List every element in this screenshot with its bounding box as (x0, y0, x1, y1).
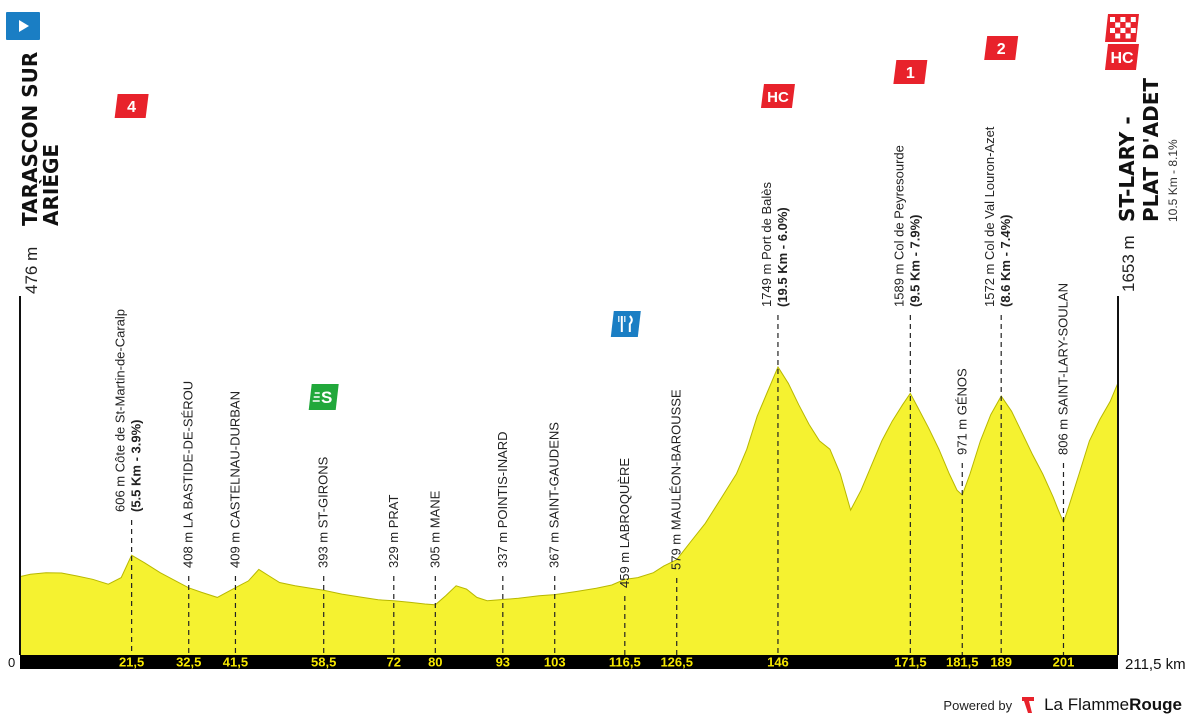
start-name-line2: ARIÈGE (39, 144, 63, 226)
sprint-badge-bg (308, 384, 339, 410)
brand-name: La FlammeRouge (1044, 695, 1182, 715)
flame-logo-icon (1022, 697, 1035, 713)
waypoint-11-km: 171,5 (894, 655, 927, 670)
finish-hc-label: HC (1110, 50, 1134, 67)
checker-square (1130, 17, 1136, 22)
brand-regular: La Flamme (1044, 695, 1130, 714)
waypoint-0-km: 21,5 (119, 655, 144, 670)
axis-end-label: 211,5 km (1125, 656, 1186, 673)
category-badge-bg (760, 84, 795, 108)
finish-elevation: 1653 m (1119, 235, 1138, 292)
checker-square (1120, 28, 1126, 33)
waypoint-7-km: 103 (544, 655, 566, 670)
checker-square (1110, 17, 1115, 22)
waypoint-0-detail: (5.5 Km - 3.9%) (129, 420, 144, 512)
checker-square (1115, 33, 1121, 39)
distance-axis-bar (20, 655, 1118, 669)
category-badge-bg (984, 36, 1019, 60)
waypoint-13-label: 1572 m Col de Val Louron-Azet (982, 126, 997, 307)
waypoint-7-label: 367 m SAINT-GAUDENS (547, 422, 562, 568)
brand-bold: Rouge (1129, 695, 1182, 714)
finish-checkered-icon (1105, 14, 1139, 42)
category-badge-label: 4 (127, 99, 136, 116)
waypoint-10-category-badge: HC (760, 84, 795, 108)
sprint-badge-label: S (321, 388, 332, 407)
knife-line (628, 315, 633, 332)
checker-square (1125, 33, 1131, 39)
start-flag-arrow (19, 20, 29, 32)
waypoint-2-label: 409 m CASTELNAU-DURBAN (227, 391, 242, 568)
finish-climb-detail: 10.5 Km - 8.1% (1166, 139, 1180, 222)
finish-name-line2: PLAT D'ADET (1139, 78, 1163, 222)
waypoint-14-label: 806 m SAINT-LARY-SOULAN (1055, 283, 1070, 455)
checker-square (1125, 22, 1131, 28)
waypoint-3-km: 58,5 (311, 655, 336, 670)
waypoint-10-km: 146 (767, 655, 789, 670)
finish-hc-bg (1105, 44, 1139, 70)
finish-hc-badge: HC (1105, 44, 1139, 70)
waypoint-8-km: 116,5 (609, 655, 641, 670)
waypoint-0-label: 606 m Côte de St-Martin-de-Caralp (113, 309, 128, 512)
waypoint-1-label: 408 m LA BASTIDE-DE-SÉROU (181, 381, 196, 568)
category-badge-label: 1 (906, 65, 915, 82)
checker-square (1115, 22, 1121, 28)
footer-attribution: Powered by La FlammeRouge (943, 695, 1182, 715)
waypoint-4-km: 72 (387, 655, 401, 670)
category-badge-label: 2 (997, 41, 1006, 58)
waypoint-11-detail: (9.5 Km - 7.9%) (907, 215, 922, 307)
waypoint-11-label: 1589 m Col de Peyresourde (891, 145, 906, 307)
waypoint-3-label: 393 m ST-GIRONS (316, 456, 331, 568)
waypoint-12-label: 971 m GÉNOS (954, 368, 969, 455)
category-badge-label: HC (767, 89, 789, 106)
waypoint-13-km: 189 (990, 655, 1012, 670)
waypoint-14-km: 201 (1053, 655, 1075, 670)
waypoint-0-category-badge: 4 (114, 94, 149, 118)
waypoint-2-km: 41,5 (223, 655, 248, 670)
waypoint-10-label: 1749 m Port de Balès (759, 181, 774, 307)
waypoint-9-km: 126,5 (660, 655, 693, 670)
checker-square (1110, 28, 1115, 33)
fork-knife-icon (610, 311, 641, 337)
waypoint-4-label: 329 m PRAT (386, 494, 401, 568)
category-badge-bg (893, 60, 928, 84)
waypoint-5-label: 305 m MANE (427, 490, 442, 568)
waypoint-9-label: 579 m MAULÉON-BAROUSSE (669, 389, 684, 570)
feed-badge-bg (610, 311, 641, 337)
profile-area (20, 367, 1118, 655)
waypoint-11-category-badge: 1 (893, 60, 928, 84)
waypoint-5-km: 80 (428, 655, 442, 670)
checker-square (1130, 28, 1136, 33)
finish-name-line1: ST-LARY - (1115, 116, 1139, 222)
start-name-line1: TARASCON SUR (18, 52, 42, 226)
waypoint-6-km: 93 (496, 655, 510, 670)
category-badge-bg (114, 94, 149, 118)
sprint-s-icon: S (308, 384, 339, 410)
waypoint-10-detail: (19.5 Km - 6.0%) (775, 207, 790, 307)
waypoint-8-label: 459 m LABROQUÈRE (617, 458, 632, 588)
powered-by-label: Powered by (943, 697, 1013, 713)
waypoint-6-label: 337 m POINTIS-INARD (495, 431, 510, 568)
axis-zero-label: 0 (8, 655, 15, 670)
waypoint-12-km: 181,5 (946, 655, 979, 670)
checker-square (1120, 17, 1126, 22)
waypoint-1-km: 32,5 (176, 655, 201, 670)
waypoint-13-category-badge: 2 (984, 36, 1019, 60)
start-flag-icon (6, 12, 40, 40)
start-elevation: 476 m (22, 247, 41, 294)
waypoint-13-detail: (8.6 Km - 7.4%) (998, 215, 1013, 307)
